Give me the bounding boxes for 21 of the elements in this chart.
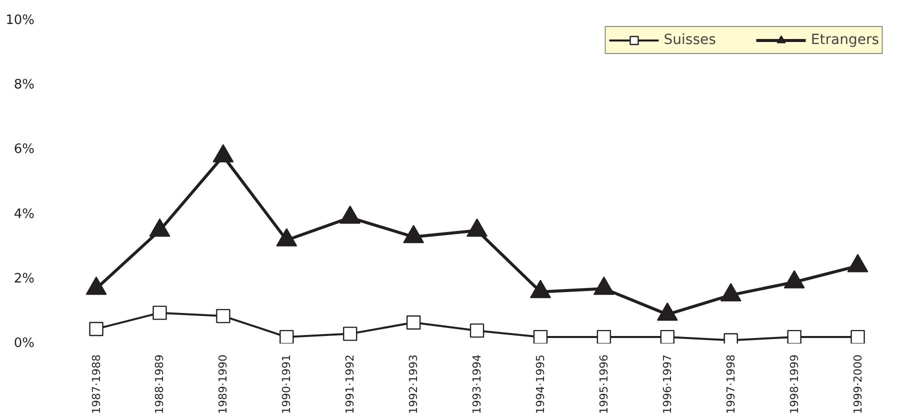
x-tick-label: 1989·1990 [216,354,230,414]
x-tick-label: 1988·1989 [153,354,166,414]
x-tick-label: 1990·1991 [280,354,294,414]
y-tick-label: 6% [14,142,34,158]
y-tick-label: 2% [14,271,34,286]
x-tick-label: 1992·1993 [407,354,420,414]
legend-label: Etrangers [810,32,879,48]
x-tick-label: 1995·1996 [597,354,610,414]
x-tick-label: 1996·1997 [660,354,674,414]
y-tick-label: 10% [6,13,35,28]
y-tick-label: 4% [14,206,34,222]
x-tick-label: 1997·1998 [724,354,738,414]
x-tick-label: 1998·1999 [788,354,801,414]
x-tick-label: 1991·1992 [344,354,357,414]
x-tick-label: 1994·1995 [534,354,547,414]
legend-label: Suisses [664,32,716,48]
x-tick-label: 1999·2000 [851,354,864,414]
y-tick-label: 0% [14,336,34,351]
x-tick-label: 1987·1988 [90,354,103,414]
y-tick-label: 8% [14,78,34,93]
x-tick-label: 1993·1994 [470,354,484,414]
